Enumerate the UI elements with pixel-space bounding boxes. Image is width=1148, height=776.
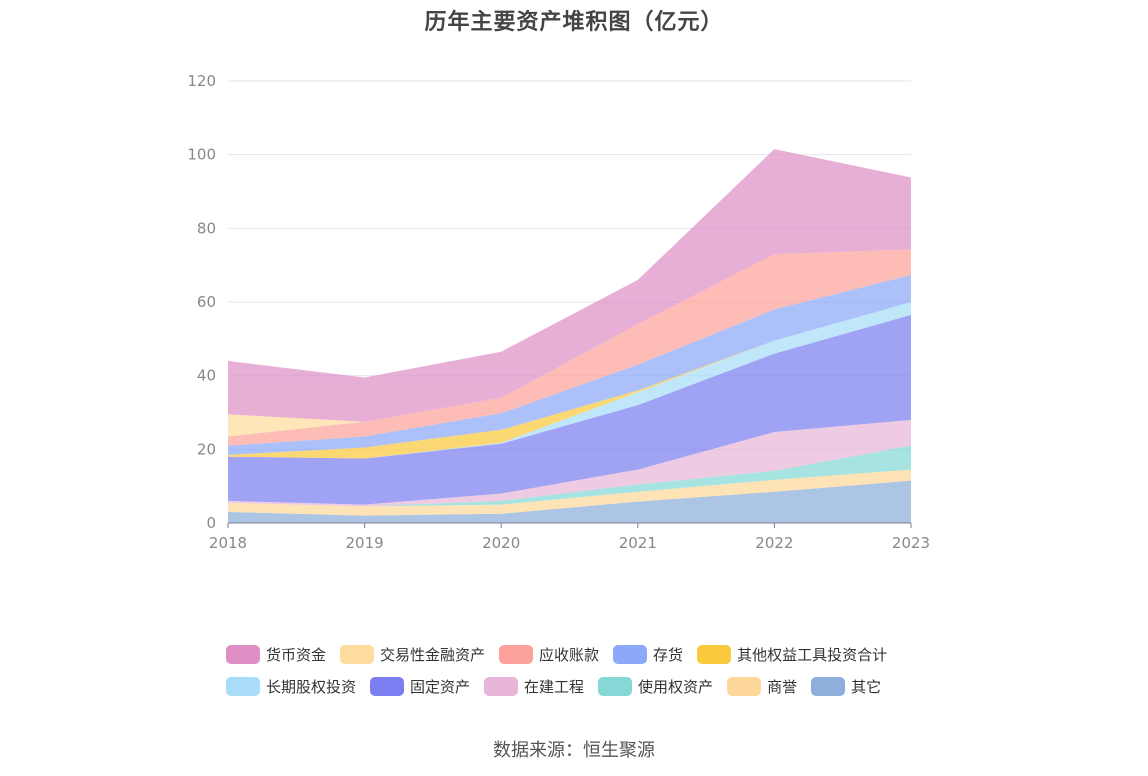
legend-label: 固定资产 (410, 677, 471, 696)
legend-item[interactable]: 长期股权投资 (226, 676, 356, 697)
legend-item[interactable]: 存货 (613, 644, 683, 665)
chart-title: 历年主要资产堆积图（亿元） (424, 10, 724, 35)
legend-swatch (697, 644, 732, 664)
legend-item[interactable]: 货币资金 (226, 644, 326, 665)
legend-label: 其它 (851, 677, 882, 696)
legend-label: 其他权益工具投资合计 (737, 645, 888, 664)
x-tick-label: 2022 (755, 534, 793, 552)
legend-swatch (340, 644, 375, 664)
x-tick-label: 2020 (482, 534, 520, 552)
legend-label: 商誉 (767, 677, 798, 696)
area-series-在建工程 (228, 419, 911, 507)
legend-item[interactable]: 商誉 (727, 676, 797, 697)
legend-label: 交易性金融资产 (380, 645, 486, 664)
x-tick-label: 2019 (346, 534, 384, 552)
legend-label: 货币资金 (266, 645, 327, 664)
legend-item[interactable]: 固定资产 (370, 676, 470, 697)
y-tick-label: 80 (197, 219, 216, 237)
y-tick-label: 20 (197, 440, 216, 458)
legend-item[interactable]: 使用权资产 (598, 676, 713, 697)
x-tick-label: 2021 (619, 534, 657, 552)
y-tick-label: 60 (197, 293, 216, 311)
area-series-其它 (228, 480, 911, 523)
area-series-货币资金 (228, 149, 911, 422)
legend-item[interactable]: 交易性金融资产 (340, 644, 485, 665)
legend-swatch (598, 676, 633, 696)
legend-label: 长期股权投资 (266, 677, 357, 696)
legend-item[interactable]: 应收账款 (499, 644, 599, 665)
area-series-存货 (228, 275, 911, 455)
area-series-商誉 (228, 469, 911, 516)
legend-label: 在建工程 (524, 677, 585, 696)
y-tick-label: 120 (187, 72, 216, 90)
chart-legend: 货币资金 交易性金融资产 应收账款 存货 其他权益工具投资合计长期股权投资 固定资产 在建工… (226, 638, 946, 702)
x-tick-label: 2018 (209, 534, 247, 552)
y-tick-label: 40 (197, 367, 216, 385)
data-source: 数据来源：恒生聚源 (493, 740, 655, 761)
legend-swatch (484, 676, 519, 696)
legend-swatch (499, 644, 534, 664)
area-series-应收账款 (228, 249, 911, 446)
legend-item[interactable]: 其他权益工具投资合计 (697, 644, 887, 665)
legend-item[interactable]: 其它 (811, 676, 881, 697)
legend-swatch (727, 676, 762, 696)
legend-label: 使用权资产 (638, 677, 714, 696)
legend-swatch (613, 644, 648, 664)
legend-swatch (370, 676, 405, 696)
area-series-固定资产 (228, 314, 911, 505)
legend-row: 货币资金 交易性金融资产 应收账款 存货 其他权益工具投资合计 (226, 638, 946, 670)
area-series-使用权资产 (228, 445, 911, 507)
y-tick-label: 100 (187, 146, 216, 164)
legend-item[interactable]: 在建工程 (484, 676, 584, 697)
legend-label: 存货 (653, 645, 684, 664)
legend-swatch (226, 676, 260, 696)
legend-label: 应收账款 (539, 645, 600, 664)
legend-row: 长期股权投资 固定资产 在建工程 使用权资产 商誉 其它 (226, 670, 946, 702)
y-tick-label: 0 (206, 514, 216, 532)
x-tick-label: 2023 (892, 534, 930, 552)
legend-swatch (226, 644, 260, 664)
stacked-area-chart: 0 20 40 60 80 100 120 2018 2019 2020 2021 2022 2023 (187, 72, 930, 552)
legend-swatch (811, 676, 846, 696)
